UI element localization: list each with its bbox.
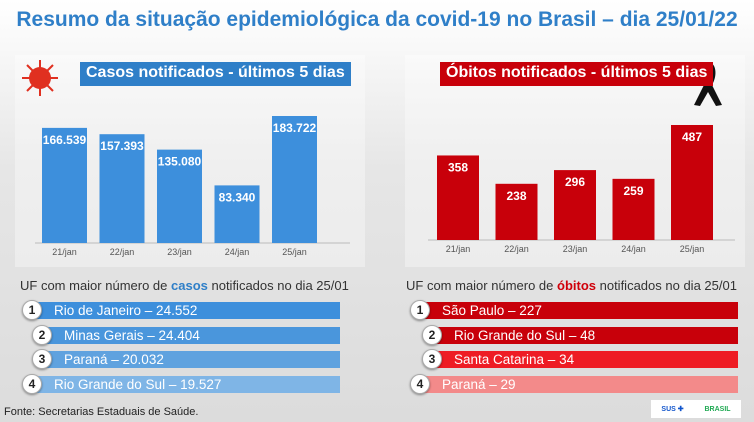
bar (42, 127, 87, 243)
deaths-ranking-heading: UF com maior número de óbitos notificado… (406, 278, 737, 293)
rank-badge: 3 (422, 349, 442, 369)
ranking-item: Paraná – 29 (420, 375, 738, 393)
ranking-item: Paraná – 20.032 (42, 351, 340, 368)
rank-badge: 2 (422, 324, 442, 345)
ranking-item: Rio Grande do Sul – 48 (432, 326, 738, 344)
bar (612, 178, 655, 240)
x-tick-label: 25/jan (282, 247, 307, 257)
x-tick-label: 24/jan (621, 244, 646, 254)
bar-value-label: 296 (565, 175, 585, 189)
bar-value-label: 135.080 (158, 155, 202, 169)
x-tick-label: 21/jan (446, 244, 471, 254)
ranking-item: São Paulo – 227 (420, 302, 738, 319)
x-tick-label: 21/jan (52, 247, 77, 257)
x-tick-label: 25/jan (680, 244, 705, 254)
ranking-item: Rio de Janeiro – 24.552 (32, 302, 340, 319)
bar (272, 116, 317, 243)
bar (157, 149, 202, 243)
rank-badge: 3 (32, 349, 52, 369)
bar (437, 155, 479, 240)
source-note: Fonte: Secretarias Estaduais de Saúde. (4, 406, 199, 418)
rank-badge: 4 (22, 373, 42, 394)
bar-value-label: 358 (448, 160, 468, 174)
ranking-item: Santa Catarina – 34 (432, 351, 738, 368)
page-title: Resumo da situação epidemiológica da cov… (16, 8, 738, 31)
bar-value-label: 83.340 (219, 190, 256, 204)
rank-badge: 2 (32, 324, 52, 345)
bar (214, 185, 260, 243)
virus-icon (22, 60, 58, 96)
charts-svg: 166.539 21/jan 157.393 22/jan 135.080 23/jan 8… (22, 60, 735, 257)
bar (554, 170, 596, 240)
bar-value-label: 157.393 (100, 139, 144, 153)
bar-value-label: 487 (682, 130, 702, 144)
government-logos: SUS ✚ BRASIL (651, 400, 741, 418)
deaths-chart-title: Óbitos notificados - últimos 5 dias (440, 62, 714, 86)
bar-value-label: 166.539 (43, 133, 87, 147)
rank-badge: 1 (22, 300, 42, 320)
bar (99, 134, 145, 243)
bar-value-label: 259 (623, 184, 643, 198)
bar-value-label: 238 (506, 189, 526, 203)
ranking-item: Minas Gerais – 24.404 (42, 326, 340, 344)
cases-chart-title: Casos notificados - últimos 5 dias (80, 62, 351, 86)
x-tick-label: 23/jan (167, 247, 192, 257)
bar-value-label: 183.722 (273, 121, 317, 135)
rank-badge: 4 (410, 373, 430, 394)
x-tick-label: 22/jan (110, 247, 135, 257)
cases-ranking-heading: UF com maior número de casos notificados… (20, 278, 349, 293)
x-tick-label: 23/jan (563, 244, 588, 254)
ranking-item: Rio Grande do Sul – 19.527 (32, 375, 340, 393)
rank-badge: 1 (410, 300, 430, 320)
bar (671, 125, 713, 240)
x-tick-label: 24/jan (225, 247, 250, 257)
bar (495, 183, 538, 240)
x-tick-label: 22/jan (504, 244, 529, 254)
